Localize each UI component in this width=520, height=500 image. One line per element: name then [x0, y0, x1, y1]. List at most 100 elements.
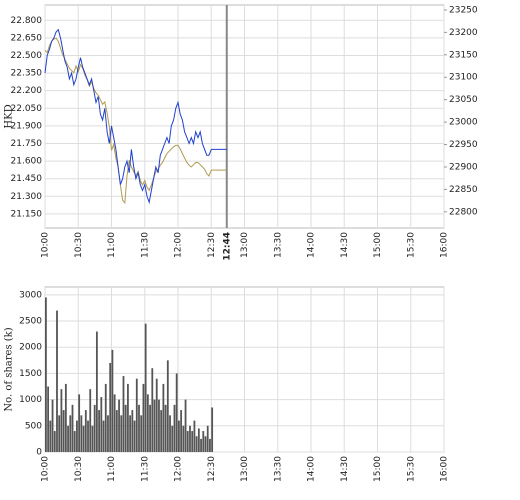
volume-bar — [193, 420, 196, 452]
y-tick-label: 3000 — [19, 290, 42, 300]
current-time-label: 12:44 — [222, 232, 232, 261]
x-tick-label: 11:30 — [140, 232, 150, 258]
volume-bar — [84, 410, 87, 452]
volume-bar — [160, 410, 163, 452]
volume-bar — [180, 410, 183, 452]
y-tick-label: 22.800 — [11, 16, 43, 26]
volume-bar — [122, 376, 125, 452]
x-tick-label: 13:30 — [273, 232, 283, 258]
y-tick-label: 22.350 — [11, 69, 43, 79]
volume-bar — [171, 425, 174, 452]
price-line — [44, 37, 227, 205]
y-tick-label: 21.300 — [11, 192, 43, 202]
volume-bar — [115, 410, 118, 452]
y-tick-label: 22.500 — [11, 51, 43, 61]
volume-bar — [173, 404, 176, 452]
volume-bar — [186, 431, 189, 452]
volume-bar — [82, 425, 85, 452]
volume-bar — [153, 399, 156, 452]
volume-bar — [49, 420, 52, 452]
y2-tick-label: 23250 — [449, 5, 478, 15]
volume-bar — [51, 399, 54, 452]
volume-bar — [155, 378, 158, 452]
x-tick-label: 12:00 — [174, 456, 184, 482]
price-line — [44, 28, 227, 205]
volume-bar — [58, 415, 61, 452]
volume-bar — [144, 323, 147, 452]
x-tick-label: 14:00 — [307, 456, 317, 482]
y2-tick-label: 23200 — [449, 28, 478, 38]
volume-bar — [202, 431, 205, 452]
y2-tick-label: 23050 — [449, 95, 478, 105]
volume-bar — [133, 420, 136, 452]
x-tick-label: 13:00 — [240, 456, 250, 482]
x-tick-label: 12:00 — [174, 232, 184, 258]
x-tick-label: 10:30 — [74, 456, 84, 482]
volume-bar — [184, 399, 187, 452]
volume-bar — [151, 368, 154, 452]
volume-bar — [69, 415, 72, 452]
y-axis-label: HKD — [4, 104, 15, 128]
volume-bar — [47, 386, 50, 452]
volume-bar — [60, 389, 63, 452]
y2-tick-label: 22900 — [449, 162, 478, 172]
x-tick-label: 10:30 — [74, 232, 84, 258]
volume-bar — [100, 397, 103, 452]
y-tick-label: 21.900 — [11, 121, 43, 131]
volume-bar — [73, 431, 76, 452]
x-tick-label: 14:30 — [340, 232, 350, 258]
y-tick-label: 500 — [25, 421, 42, 431]
y-tick-label: 21.600 — [11, 157, 43, 167]
y2-tick-label: 23000 — [449, 118, 478, 128]
y-tick-label: 21.150 — [11, 209, 43, 219]
y-tick-label: 21.450 — [11, 174, 43, 184]
volume-bar — [67, 425, 69, 452]
x-tick-label: 15:00 — [373, 456, 383, 482]
volume-bar — [53, 431, 56, 452]
volume-bar — [89, 389, 92, 452]
x-tick-label: 14:30 — [340, 456, 350, 482]
volume-bar — [175, 373, 178, 452]
x-tick-label: 11:00 — [107, 456, 117, 482]
volume-bar — [56, 310, 58, 452]
volume-bar — [135, 378, 138, 452]
x-tick-label: 13:00 — [240, 232, 250, 258]
volume-bar — [146, 394, 149, 452]
volume-bar — [127, 383, 129, 452]
volume-bar — [124, 404, 127, 452]
volume-bar — [91, 425, 94, 452]
y-tick-label: 0 — [36, 448, 42, 458]
x-tick-label: 16:00 — [440, 232, 450, 258]
volume-bar — [189, 425, 191, 452]
volume-bar — [162, 383, 165, 452]
volume-bar — [87, 420, 89, 452]
volume-bar — [129, 415, 132, 452]
volume-bar — [111, 349, 114, 452]
y2-tick-label: 22950 — [449, 140, 478, 150]
y-tick-label: 22.650 — [11, 33, 43, 43]
y-tick-label: 1000 — [19, 395, 42, 405]
x-tick-label: 15:00 — [373, 232, 383, 258]
volume-bar — [138, 404, 140, 452]
volume-bar — [71, 404, 74, 452]
volume-bar — [102, 420, 105, 452]
x-tick-label: 12:30 — [207, 232, 217, 258]
volume-bar — [76, 420, 78, 452]
x-tick-label: 14:00 — [307, 232, 317, 258]
y-tick-label: 1500 — [19, 369, 42, 379]
volume-bar — [95, 331, 98, 452]
volume-bar — [164, 404, 167, 452]
x-tick-label: 15:30 — [406, 456, 416, 482]
volume-bar — [182, 425, 185, 452]
volume-bar — [62, 410, 65, 452]
volume-bar — [142, 383, 145, 452]
volume-bar — [107, 415, 109, 452]
volume-bar — [169, 415, 171, 452]
volume-bar — [178, 420, 180, 452]
volume-bar — [158, 399, 160, 452]
volume-bar — [78, 394, 81, 452]
y-tick-label: 2500 — [19, 317, 42, 327]
y2-tick-label: 23150 — [449, 50, 478, 60]
y-tick-label: 21.750 — [11, 139, 43, 149]
volume-bar — [109, 362, 112, 452]
